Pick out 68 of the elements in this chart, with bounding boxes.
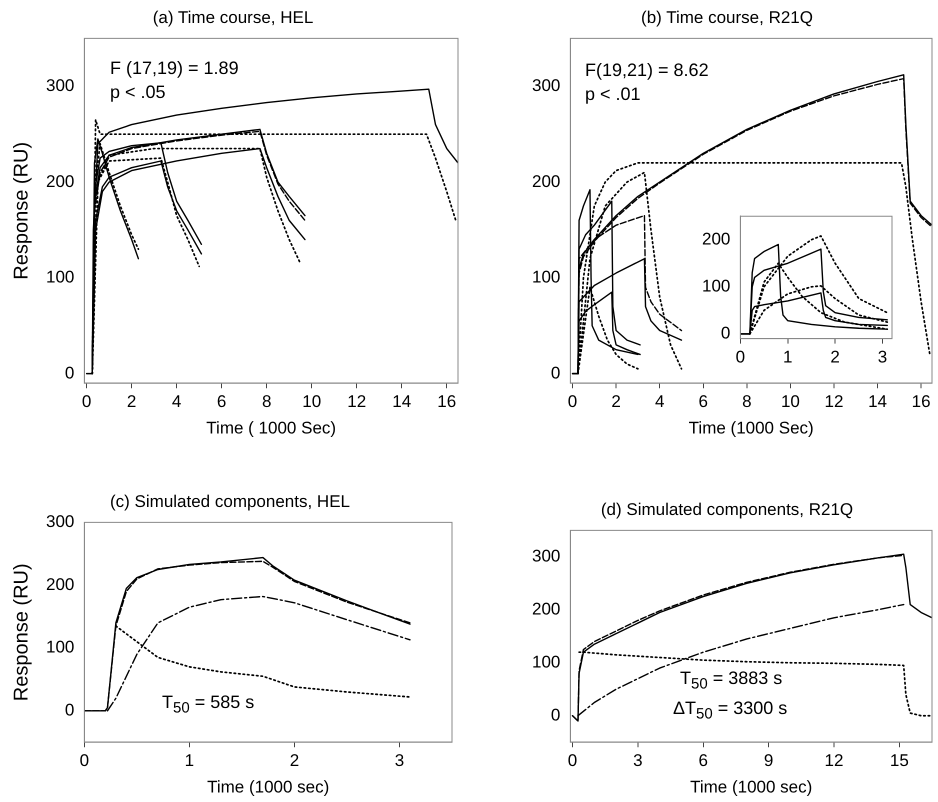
y-tick-label: 200 [702,229,730,248]
x-tick-label: 0 [736,347,746,366]
x-tick-label: 2 [611,392,621,412]
x-tick-label: 2 [830,347,840,366]
x-tick-label: 1 [783,347,792,366]
y-tick-label: 300 [532,546,560,566]
y-axis-title: Response (RU) [10,563,33,702]
x-tick-label: 0 [82,392,92,412]
y-tick-label: 100 [46,268,74,287]
y-tick-label: 200 [46,574,74,594]
y-tick-label: 0 [550,363,560,382]
x-tick-label: 9 [764,751,774,770]
annotation: F (17,19) = 1.89 [110,58,239,78]
y-tick-label: 0 [64,363,74,382]
x-tick-label: 12 [347,392,366,412]
y-tick-label: 100 [46,638,74,657]
x-tick-label: 6 [216,392,226,412]
x-axis-title: Time (1000 Sec) [688,418,814,438]
x-tick-label: 16 [437,392,456,412]
x-tick-label: 2 [290,751,300,770]
x-tick-label: 4 [654,392,664,412]
y-tick-label: 0 [550,705,560,724]
x-tick-label: 3 [633,751,643,770]
x-tick-label: 4 [172,392,182,412]
y-tick-label: 200 [532,600,560,619]
y-axis-title: Response (RU) [10,142,33,280]
x-tick-label: 12 [824,392,844,412]
x-tick-label: 14 [868,392,887,412]
chart-title: (b) Time course, R21Q [641,8,813,27]
annotation: ΔT$_{50}$ = 3300 s [673,698,788,725]
x-tick-label: 0 [80,751,90,770]
x-tick-label: 8 [262,392,272,412]
y-tick-label: 300 [46,76,74,95]
annotation: T$_{50}$ = 3883 s [680,668,782,695]
annotation: T$_{50}$ = 585 s [162,692,254,719]
y-tick-label: 0 [64,700,74,720]
y-tick-label: 100 [532,652,560,672]
x-tick-label: 0 [568,751,578,770]
x-tick-label: 15 [890,751,909,770]
x-tick-label: 16 [912,392,931,412]
annotation: p < .01 [585,84,641,104]
x-tick-label: 1 [184,751,194,770]
x-tick-label: 10 [302,392,322,412]
y-tick-label: 100 [702,276,730,296]
x-tick-label: 14 [392,392,412,412]
y-tick-label: 300 [532,76,560,95]
x-tick-label: 8 [742,392,752,412]
x-tick-label: 0 [568,392,578,412]
annotation: p < .05 [110,82,166,102]
x-tick-label: 12 [824,751,844,770]
y-tick-label: 0 [720,324,730,343]
x-tick-label: 2 [126,392,136,412]
chart-title: (d) Simulated components, R21Q [600,500,854,519]
x-tick-label: 6 [698,392,708,412]
x-axis-title: Time (1000 sec) [207,777,330,796]
y-tick-label: 300 [46,512,74,532]
x-axis-title: Time (1000 sec) [690,777,812,796]
x-tick-label: 6 [698,751,708,770]
y-tick-label: 200 [46,172,74,191]
chart-title: (c) Simulated components, HEL [110,492,350,511]
chart-title: (a) Time course, HEL [152,8,314,27]
x-axis-title: Time ( 1000 Sec) [206,418,336,438]
x-tick-label: 10 [780,392,800,412]
annotation: F(19,21) = 8.62 [585,60,709,80]
x-tick-label: 3 [878,347,888,366]
y-tick-label: 100 [532,268,560,287]
x-tick-label: 3 [394,751,404,770]
y-tick-label: 200 [532,172,560,191]
